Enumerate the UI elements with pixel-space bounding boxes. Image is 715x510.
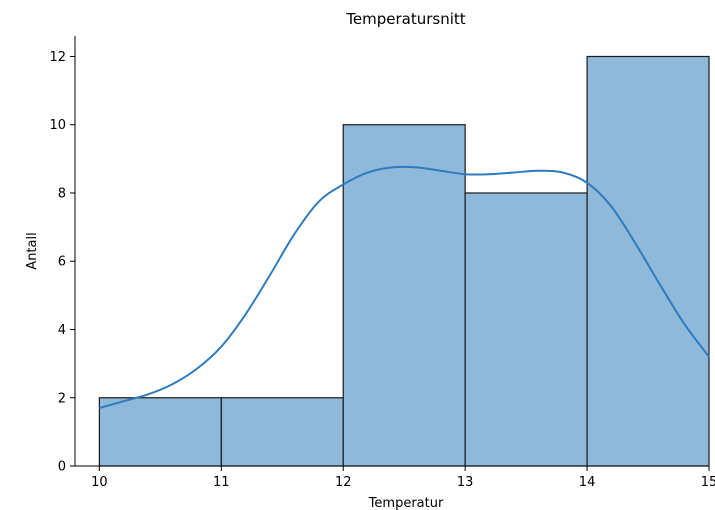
axes-layer xyxy=(74,36,709,467)
x-tick-label-11: 11 xyxy=(213,475,230,490)
histogram-bar-1 xyxy=(220,397,344,467)
x-axis-title: Temperatur xyxy=(368,496,444,510)
x-tick-label-14: 14 xyxy=(579,475,596,490)
y-tick-label-6: 6 xyxy=(58,255,66,270)
bars-layer xyxy=(98,55,710,467)
y-axis-title: Antall xyxy=(25,232,40,269)
x-tick-label-12: 12 xyxy=(335,475,352,490)
kde-curve xyxy=(99,165,710,409)
histogram-bar-2 xyxy=(342,124,466,467)
histogram-bar-3 xyxy=(464,192,588,467)
kde-layer xyxy=(99,165,710,409)
y-tick-label-2: 2 xyxy=(58,391,66,406)
y-tick-label-12: 12 xyxy=(49,50,66,65)
histogram-bar-0 xyxy=(98,397,222,467)
chart-title: Temperatursnitt xyxy=(345,10,465,28)
y-tick-label-10: 10 xyxy=(49,118,66,133)
x-tick-label-13: 13 xyxy=(457,475,474,490)
y-tick-label-4: 4 xyxy=(58,323,66,338)
y-tick-label-8: 8 xyxy=(58,186,66,201)
y-ticks-layer: 0 2 4 6 8 10 12 xyxy=(49,50,75,475)
x-tick-label-10: 10 xyxy=(91,475,108,490)
histogram-bar-4 xyxy=(586,55,710,467)
x-ticks-layer: 10 11 12 13 14 15 xyxy=(91,466,715,490)
y-tick-label-0: 0 xyxy=(58,460,66,475)
x-tick-label-15: 15 xyxy=(701,475,715,490)
